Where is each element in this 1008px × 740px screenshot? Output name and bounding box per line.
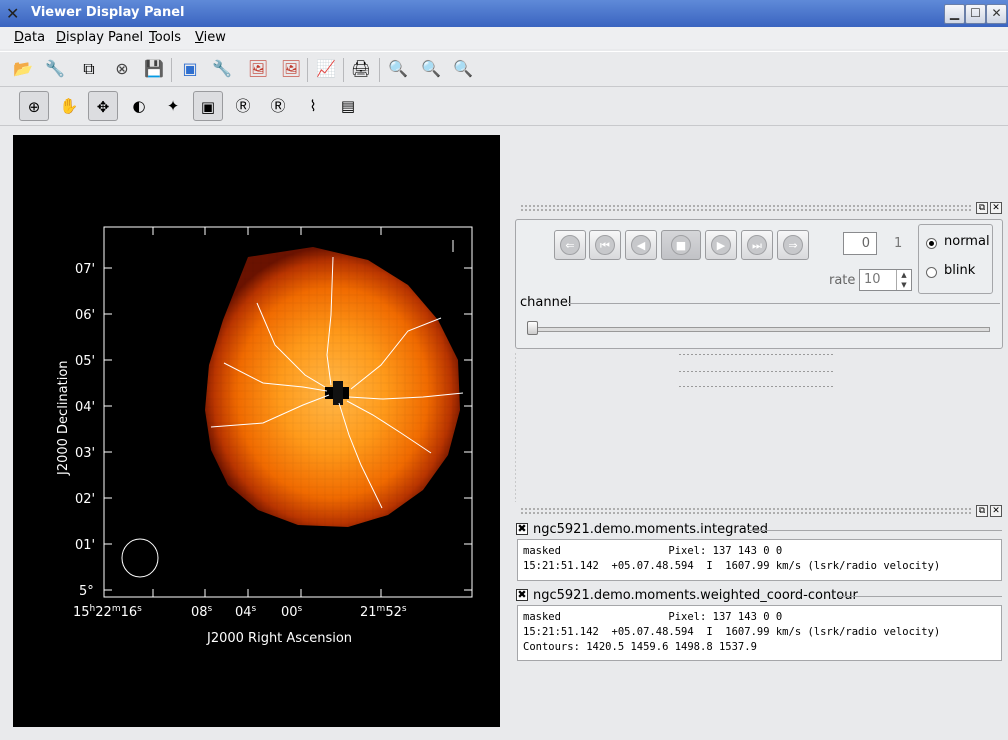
- contrast-tool-icon[interactable]: ◐: [132, 97, 146, 115]
- polyline-icon[interactable]: ⌇: [309, 97, 317, 115]
- zoom-out-icon[interactable]: 🔍: [453, 59, 473, 78]
- stop-button[interactable]: ■: [661, 230, 701, 260]
- jump-to-end-icon: ⇒: [783, 235, 803, 255]
- dec-tick-label: 05': [75, 354, 95, 369]
- frame-total: 1: [894, 236, 903, 251]
- mouse-tools-toolbar: ⊕ ✋ ✥ ◐ ✦ ▣ Ⓡ Ⓡ ⌇ ▤: [0, 87, 1008, 126]
- dock-close-icon[interactable]: ✕: [990, 202, 1002, 214]
- menu-display-panel[interactable]: Display Panel: [56, 30, 144, 45]
- close-circle-icon[interactable]: ⊗: [115, 59, 129, 78]
- rectangle-region-icon[interactable]: ▣: [193, 91, 223, 121]
- layer-info-box: masked Pixel: 137 143 0 0 15:21:51.142 +0…: [517, 605, 1002, 661]
- pan-tool-icon[interactable]: ✋: [59, 97, 79, 115]
- dec-tick-label: 03': [75, 446, 95, 461]
- ra-tick-label: 21m52s: [360, 604, 407, 620]
- open-folder-icon[interactable]: 📂: [13, 59, 33, 78]
- copy-panel-icon[interactable]: ⧉: [83, 59, 95, 78]
- dec-tick-label: 07': [75, 262, 95, 277]
- ellipse-region-icon[interactable]: Ⓡ: [235, 97, 251, 115]
- beam-ellipse: [121, 538, 159, 578]
- play-reverse-button[interactable]: ◀: [625, 230, 657, 260]
- rewind-to-start-button[interactable]: ⇐: [554, 230, 586, 260]
- dec-tick-label: 01': [75, 538, 95, 553]
- ra-tick-label: 00s: [281, 604, 303, 620]
- plot-icon[interactable]: 📈: [316, 59, 336, 78]
- step-forward-button[interactable]: ⏭: [741, 230, 773, 260]
- close-button[interactable]: ✕: [986, 4, 1007, 24]
- layer-visible-checkbox[interactable]: ✖: [516, 522, 528, 535]
- layer-undock-icon[interactable]: ⧉: [976, 505, 988, 517]
- plot-frame: [103, 226, 473, 598]
- rate-spinbox[interactable]: 10 ▲ ▼: [859, 269, 912, 291]
- layer-info-box: masked Pixel: 137 143 0 0 15:21:51.142 +0…: [517, 539, 1002, 581]
- printer-icon[interactable]: 🖨: [350, 59, 372, 78]
- dec-tick-label: 04': [75, 400, 95, 415]
- frame-number-field[interactable]: 0: [843, 232, 877, 255]
- channel-slider-thumb[interactable]: [527, 321, 538, 335]
- ra-tick-label: 08s: [191, 604, 213, 620]
- zoom-fit-icon[interactable]: 🔍: [388, 59, 408, 78]
- save-data-icon[interactable]: 💾: [144, 59, 164, 78]
- ra-tick-label: 04s: [235, 604, 257, 620]
- mode-group: normal blink: [918, 224, 993, 294]
- menu-tools[interactable]: Tools: [149, 30, 182, 45]
- rewind-to-start-icon: ⇐: [560, 235, 580, 255]
- blink-radio[interactable]: [926, 267, 937, 278]
- play-forward-button[interactable]: ▶: [705, 230, 737, 260]
- export-image-icon[interactable]: 🖼: [280, 59, 302, 78]
- new-panel-icon[interactable]: ▣: [182, 59, 198, 78]
- normal-radio-label[interactable]: normal: [944, 234, 990, 249]
- ra-origin-label: 15h22m16s: [73, 604, 142, 620]
- title-bar: ✕ Viewer Display Panel ▁ ☐ ✕: [0, 0, 1008, 27]
- layer-header: ✖ ngc5921.demo.moments.weighted_coord-co…: [516, 588, 1002, 604]
- velocity-contours: [210, 256, 464, 509]
- layer-visible-checkbox[interactable]: ✖: [516, 588, 528, 601]
- dec-tick-label: 02': [75, 492, 95, 507]
- polygon-region-icon[interactable]: Ⓡ: [270, 97, 286, 115]
- menu-data[interactable]: Data: [14, 30, 46, 45]
- main-toolbar: 📂 🔧 ⧉ ⊗ 💾 ▣ 🔧 🖼 🖼 📈 🖨 🔍 🔍 🔍: [0, 51, 1008, 87]
- layer-dock-close-icon[interactable]: ✕: [990, 505, 1002, 517]
- window-title: Viewer Display Panel: [31, 5, 185, 20]
- y-axis-label: J2000 Declination: [56, 360, 71, 476]
- step-back-button[interactable]: ⏮: [589, 230, 621, 260]
- zoom-in-icon[interactable]: 🔍: [421, 59, 441, 78]
- menu-view[interactable]: View: [195, 30, 226, 45]
- save-image-icon[interactable]: 🖼: [247, 59, 269, 78]
- layer-info-dock-grip[interactable]: [520, 507, 972, 516]
- ruler-icon[interactable]: ▤: [340, 97, 356, 115]
- jump-to-end-button[interactable]: ⇒: [777, 230, 809, 260]
- layer-header: ✖ ngc5921.demo.moments.integrated: [516, 522, 1002, 538]
- play-reverse-icon: ◀: [631, 235, 651, 255]
- stop-icon: ■: [671, 235, 691, 255]
- galaxy-image: [205, 247, 464, 527]
- print-preferences-icon[interactable]: 🔧: [212, 59, 232, 78]
- animator-panel: ⇐ ⏮ ◀ ■ ▶ ⏭ ⇒ 0 1 rate 10 ▲ ▼ normal blink…: [515, 219, 1003, 349]
- channel-label: channel: [520, 295, 572, 310]
- step-forward-icon: ⏭: [747, 235, 767, 255]
- maximize-button[interactable]: ☐: [965, 4, 986, 24]
- layer-name: ngc5921.demo.moments.integrated: [533, 522, 769, 537]
- rate-label: rate: [829, 273, 856, 288]
- crosshair-tool-icon[interactable]: ✥: [88, 91, 118, 121]
- minimize-button[interactable]: ▁: [944, 4, 965, 24]
- undock-icon[interactable]: ⧉: [976, 202, 988, 214]
- menu-bar: Data Display Panel Tools View: [0, 27, 1008, 49]
- wrench-icon[interactable]: 🔧: [45, 59, 65, 78]
- normal-radio[interactable]: [926, 238, 937, 249]
- x-axis-label: J2000 Right Ascension: [206, 631, 352, 646]
- dec-origin-label: 5°: [79, 584, 94, 599]
- step-back-icon: ⏮: [595, 235, 615, 255]
- channel-slider-track[interactable]: [528, 327, 990, 332]
- dec-tick-label: 06': [75, 308, 95, 323]
- play-forward-icon: ▶: [711, 235, 731, 255]
- zoom-tool-icon[interactable]: ⊕: [19, 91, 49, 121]
- blink-radio-label[interactable]: blink: [944, 263, 976, 278]
- animator-dock-grip[interactable]: [520, 204, 972, 213]
- rate-spin-arrows[interactable]: ▲ ▼: [896, 270, 911, 290]
- image-canvas[interactable]: 07' 06' 05' 04' 03' 02' 01' 5° 15h22m16s…: [13, 135, 500, 727]
- colormap-tool-icon[interactable]: ✦: [166, 97, 180, 115]
- layer-name: ngc5921.demo.moments.weighted_coord-cont…: [533, 588, 858, 603]
- app-icon: ✕: [6, 4, 20, 23]
